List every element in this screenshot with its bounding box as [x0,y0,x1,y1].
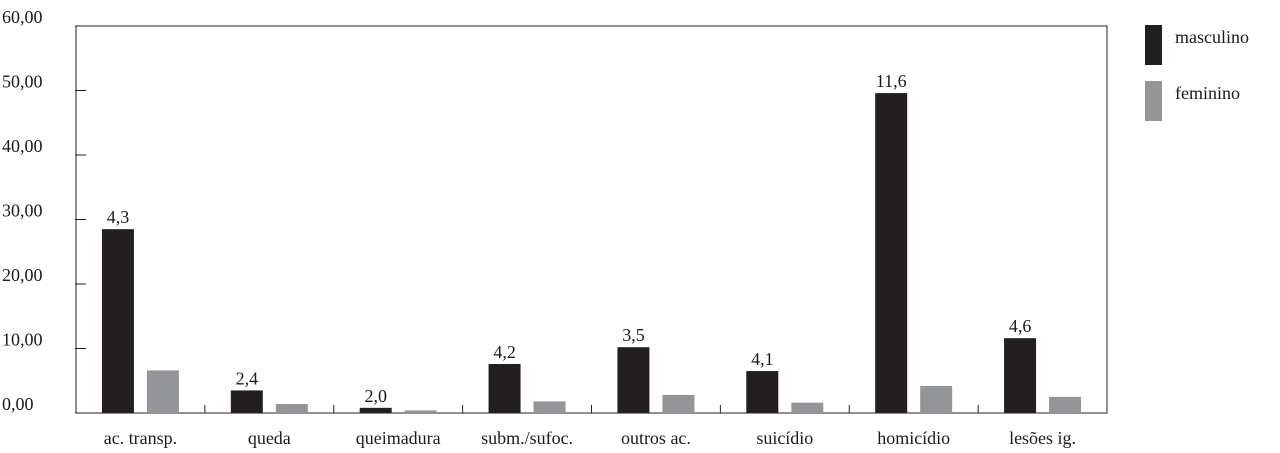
legend-swatch-masculino [1145,25,1162,65]
x-tick-label: ac. transp. [104,428,177,448]
x-tick-label: queda [248,428,291,448]
data-label: 4,6 [1009,316,1032,336]
plot-border [75,25,1108,414]
y-tick-label: 20,00 [2,265,43,285]
y-tick-label: 0,00 [2,394,34,414]
x-tick-label: subm./sufoc. [481,428,573,448]
bar-masculino [875,93,908,413]
bar-masculino [101,229,134,413]
data-label: 2,0 [364,386,387,406]
x-tick-label: homicídio [877,428,950,448]
bar-masculino [746,371,779,413]
data-label: 4,3 [107,207,130,227]
y-tick-label: 10,00 [2,330,43,350]
x-tick-label: lesões ig. [1009,428,1076,448]
legend: masculino feminino [1145,25,1249,121]
data-label: 4,2 [493,342,516,362]
bar-feminino [275,403,308,413]
x-tick-label: outros ac. [621,428,691,448]
y-tick-label: 60,00 [2,7,43,27]
y-axis: 0,00 10,00 20,00 30,00 40,00 50,00 60,00 [2,7,86,414]
data-label: 3,5 [622,325,645,345]
bar-masculino [488,363,521,413]
bar-feminino [146,370,179,413]
x-tick-label: suicídio [756,428,813,448]
bar-masculino [230,390,263,413]
y-tick-label: 50,00 [2,72,43,92]
bar-masculino [1004,338,1037,413]
bar-feminino [791,402,824,413]
bar-feminino [920,385,953,413]
y-tick-label: 30,00 [2,201,43,221]
legend-swatch-feminino [1145,81,1162,121]
bars [101,93,1082,413]
y-tick-label: 40,00 [2,136,43,156]
bar-masculino [617,347,650,413]
legend-label-masculino: masculino [1175,27,1249,47]
data-label: 11,6 [876,71,907,91]
data-label: 2,4 [236,368,259,388]
bar-feminino [404,410,437,413]
x-axis: ac. transp. queda queimadura subm./sufoc. ou… [104,405,1076,448]
bar-feminino [1049,396,1082,413]
data-labels: 4,3 2,4 2,0 4,2 3,5 4,1 11,6 4,6 [107,71,1032,406]
plot-frame [75,25,1108,414]
bar-feminino [662,394,695,413]
data-label: 4,1 [751,349,774,369]
x-tick-label: queimadura [356,428,441,448]
legend-label-feminino: feminino [1175,83,1240,103]
bar-masculino [359,407,392,413]
bar-feminino [533,401,566,413]
